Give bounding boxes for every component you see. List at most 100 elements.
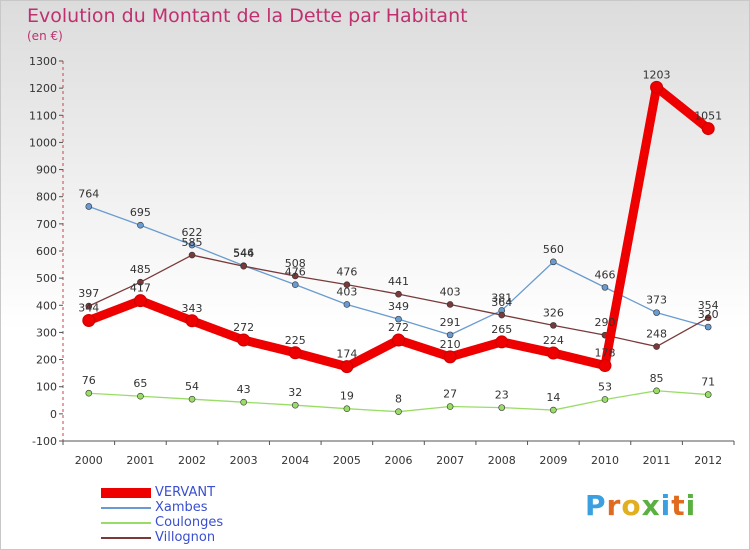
series-point-vervant — [185, 314, 199, 328]
data-label-villognon: 585 — [182, 236, 203, 249]
series-point-villognon — [550, 322, 557, 329]
series-point-xambes — [653, 309, 660, 316]
data-label-coulonges: 76 — [82, 374, 96, 387]
legend-item-coulonges: Coulonges — [101, 515, 301, 531]
x-tick-label: 2007 — [436, 454, 464, 467]
data-label-coulonges: 65 — [133, 377, 147, 390]
data-label-xambes: 291 — [440, 316, 461, 329]
y-tick-label: 100 — [36, 381, 57, 394]
data-label-villognon: 364 — [491, 296, 512, 309]
data-label-villognon: 354 — [698, 299, 719, 312]
x-tick-label: 2010 — [591, 454, 619, 467]
data-label-xambes: 622 — [182, 226, 203, 239]
series-point-xambes — [137, 221, 144, 229]
y-tick-label: 700 — [36, 218, 57, 231]
unit-label: (en €) — [27, 29, 63, 43]
series-point-villognon — [498, 311, 506, 319]
series-point-vervant — [546, 346, 560, 360]
data-label-vervant: 417 — [130, 282, 151, 295]
legend-label-xambes: Xambes — [155, 500, 208, 515]
series-point-coulonges — [240, 398, 247, 406]
series-point-xambes — [550, 258, 557, 266]
series-point-coulonges — [137, 392, 144, 400]
series-point-xambes — [446, 331, 454, 339]
series-point-coulonges — [446, 403, 454, 410]
proxiti-logo: Proxiti — [585, 489, 697, 522]
series-point-vervant — [495, 335, 509, 349]
y-tick-label: 300 — [36, 326, 57, 339]
series-point-villognon — [188, 251, 196, 259]
data-label-vervant: 272 — [233, 321, 254, 334]
data-label-vervant: 210 — [440, 338, 461, 351]
series-point-coulonges — [291, 401, 299, 409]
data-label-xambes: 381 — [491, 291, 512, 304]
data-label-coulonges: 71 — [701, 376, 715, 389]
legend-label-villognon: Villognon — [155, 530, 216, 545]
legend: VERVANT Xambes Coulonges Villognon — [101, 485, 301, 546]
x-tick-label: 2005 — [333, 454, 361, 467]
data-label-xambes: 695 — [130, 206, 151, 219]
data-label-villognon: 403 — [440, 285, 461, 298]
x-tick-label: 2008 — [488, 454, 516, 467]
y-tick-label: 900 — [36, 164, 57, 177]
data-label-coulonges: 43 — [237, 383, 251, 396]
data-label-xambes: 546 — [233, 247, 254, 260]
series-point-vervant — [340, 360, 354, 374]
series-point-vervant — [82, 313, 96, 327]
data-label-xambes: 466 — [594, 268, 615, 281]
series-point-vervant — [392, 333, 405, 347]
data-label-coulonges: 27 — [443, 388, 457, 401]
data-label-vervant: 1203 — [643, 68, 671, 81]
series-layer — [82, 80, 715, 415]
data-label-villognon: 485 — [130, 263, 151, 276]
y-tick-label: 0 — [50, 408, 57, 421]
y-tick-label: 1200 — [29, 82, 57, 95]
series-point-xambes — [85, 203, 93, 210]
legend-swatch-coulonges — [101, 522, 151, 524]
legend-label-vervant: VERVANT — [155, 485, 216, 500]
series-point-coulonges — [550, 406, 557, 414]
x-tick-label: 2009 — [539, 454, 567, 467]
x-tick-label: 2000 — [75, 454, 103, 467]
series-point-xambes — [343, 301, 351, 308]
data-label-villognon: 476 — [336, 266, 357, 279]
series-point-vervant — [133, 294, 147, 308]
series-point-xambes — [188, 241, 196, 249]
x-tick-label: 2012 — [694, 454, 722, 467]
data-label-villognon: 397 — [78, 287, 99, 300]
data-label-vervant: 178 — [594, 347, 615, 360]
data-label-vervant: 343 — [182, 302, 203, 315]
series-point-villognon — [137, 278, 144, 286]
data-label-xambes: 320 — [698, 308, 719, 321]
series-point-vervant — [598, 359, 612, 373]
series-point-xambes — [704, 323, 712, 331]
series-point-villognon — [343, 281, 351, 288]
data-label-villognon: 544 — [233, 247, 254, 260]
y-tick-label: 800 — [36, 191, 57, 204]
axes: -100 0 100 200 300 400 500 600 700 800 900 1000 1100… — [29, 55, 735, 467]
series-point-coulonges — [188, 395, 196, 403]
data-label-coulonges: 85 — [650, 372, 664, 385]
series-point-coulonges — [85, 389, 93, 397]
data-label-coulonges: 19 — [340, 390, 354, 403]
series-point-coulonges — [343, 405, 351, 413]
data-label-vervant: 225 — [285, 334, 306, 347]
legend-label-coulonges: Coulonges — [155, 515, 224, 530]
data-label-vervant: 1051 — [694, 110, 722, 123]
y-tick-label: 1000 — [29, 136, 57, 149]
data-label-vervant: 272 — [388, 321, 409, 334]
data-label-xambes: 560 — [543, 243, 564, 256]
series-point-coulonges — [653, 387, 660, 395]
legend-item-villognon: Villognon — [101, 530, 301, 546]
data-label-villognon: 248 — [646, 328, 667, 341]
x-tick-label: 2002 — [178, 454, 206, 467]
y-tick-label: 400 — [36, 299, 57, 312]
x-tick-label: 2006 — [385, 454, 413, 467]
series-point-coulonges — [601, 396, 609, 403]
y-tick-label: 200 — [36, 354, 57, 367]
x-tick-label: 2011 — [643, 454, 671, 467]
y-tick-label: 500 — [36, 272, 57, 285]
series-point-vervant — [443, 350, 457, 364]
